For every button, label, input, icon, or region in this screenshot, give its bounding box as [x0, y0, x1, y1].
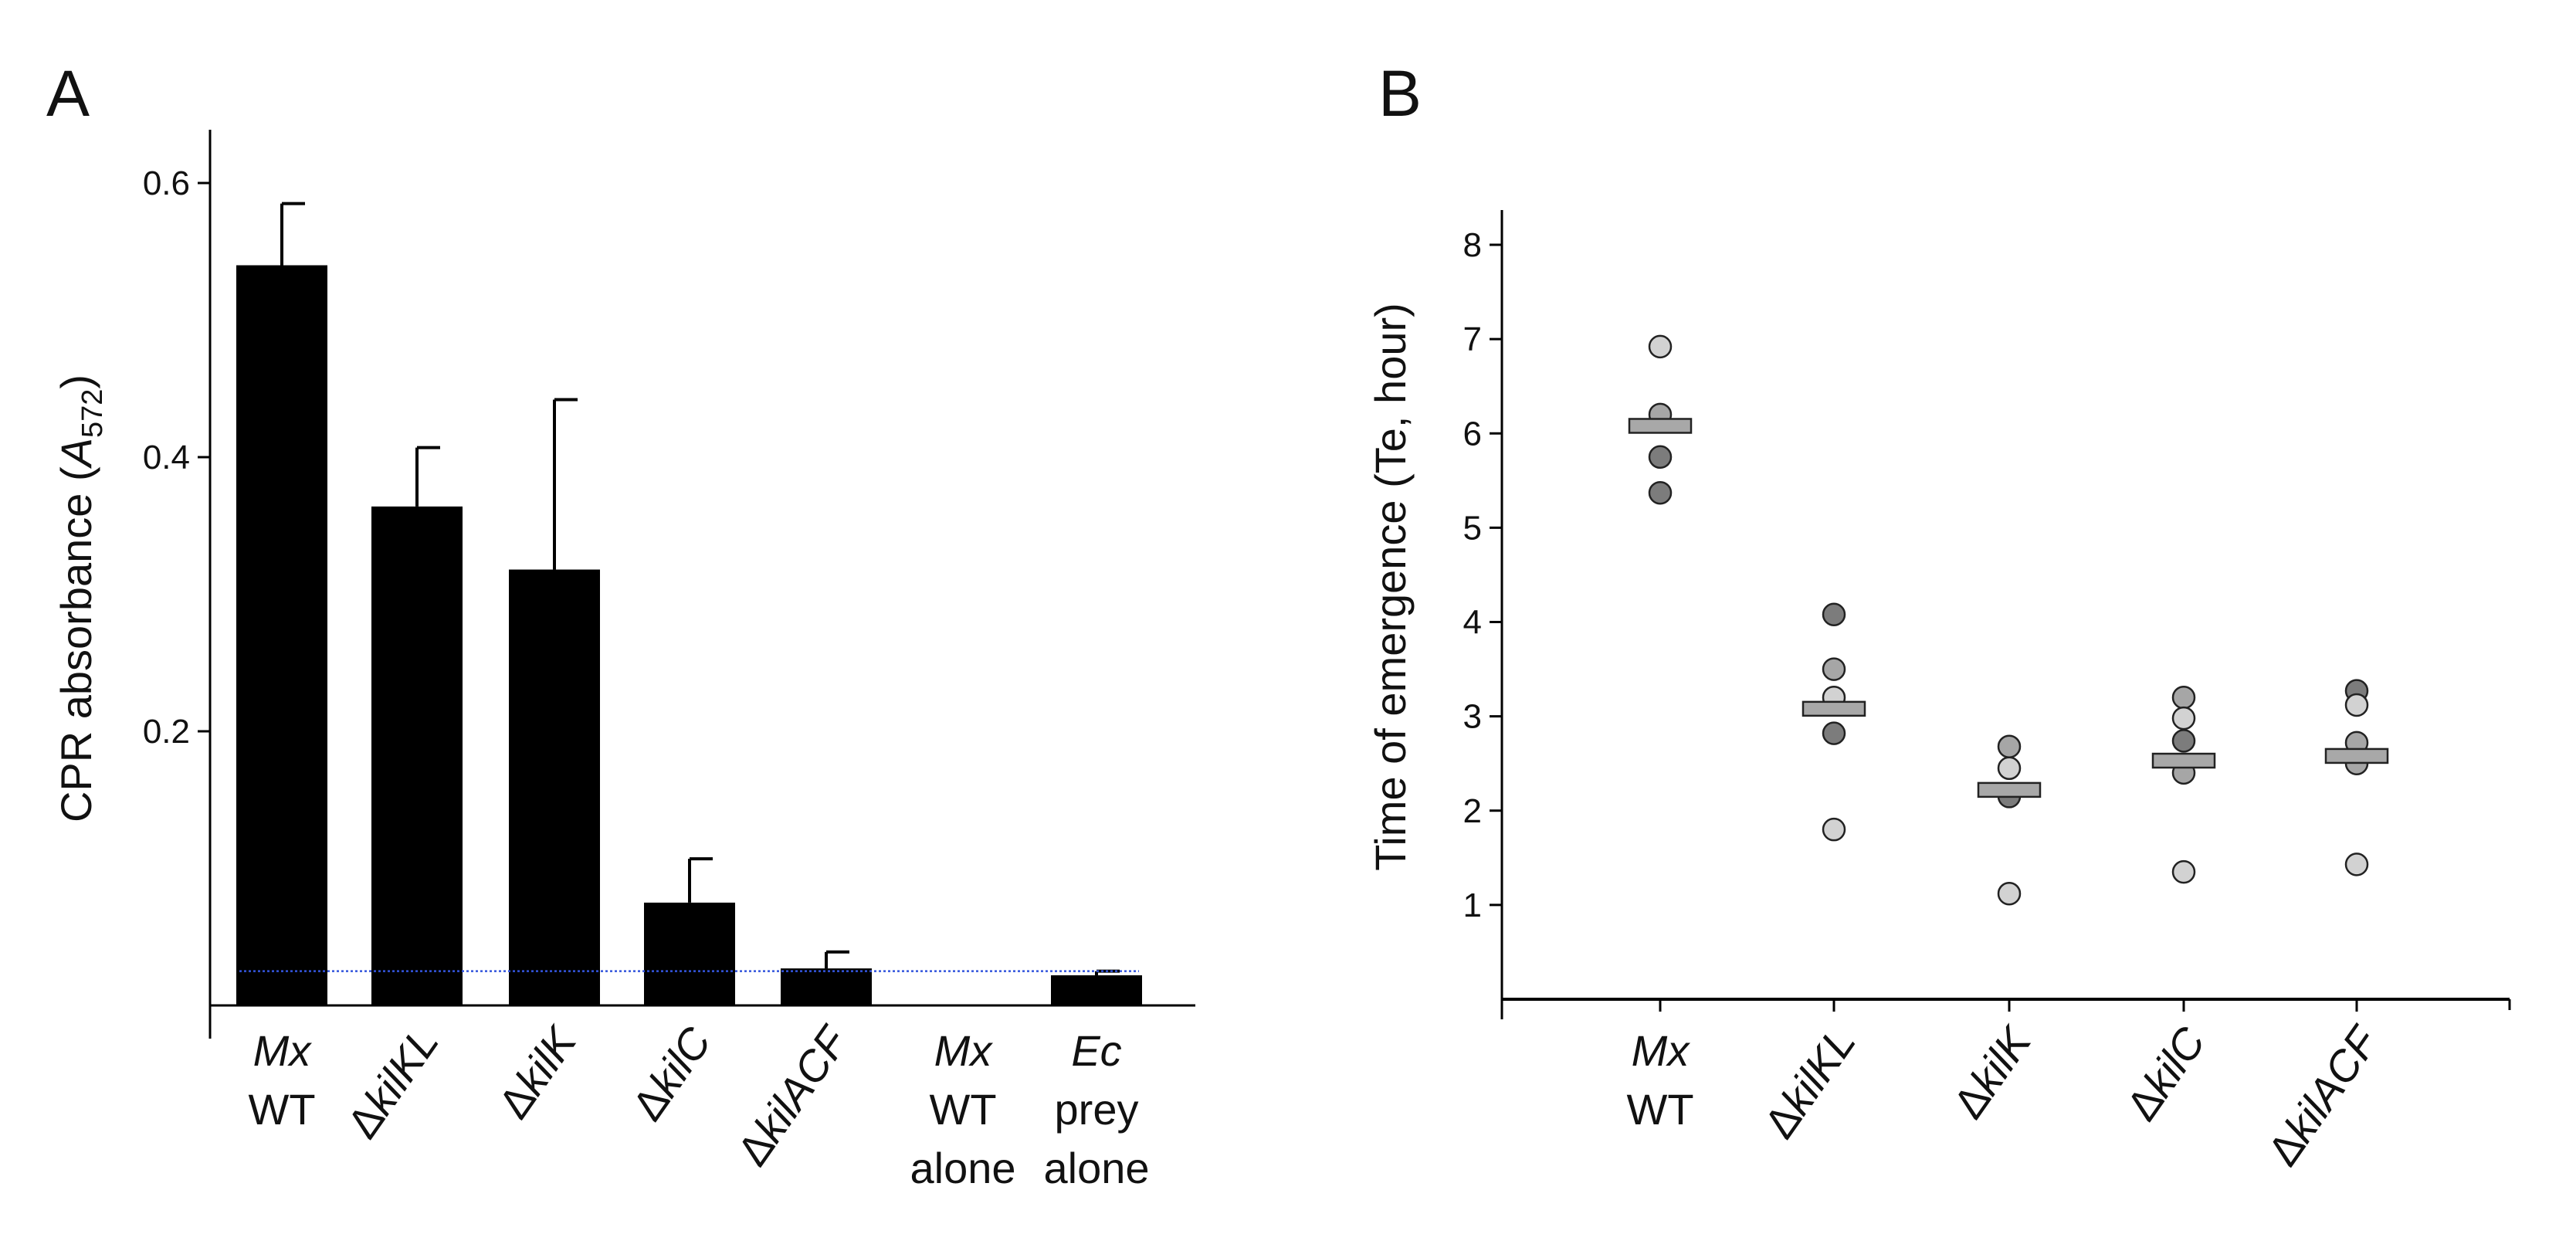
panel-b-category-0: Mx WT [1626, 1026, 1693, 1134]
panel-a-category-6-line-0: Ec [1071, 1026, 1121, 1075]
panel-a-category-6-line-1: prey [1055, 1085, 1139, 1134]
panel-a-y-axis-title-main: CPR absorbance ( [52, 466, 100, 822]
panel-b-category-2: ΔkilK [1944, 1017, 2041, 1127]
panel-a-category-0: Mx WT [248, 1026, 315, 1134]
panel-b-point-2-3 [1997, 881, 2022, 906]
panel-a-category-5: Mx WT alone [910, 1026, 1015, 1192]
panel-a-category-4-name: kilACF [744, 1016, 859, 1150]
panel-a-y-axis-title-sub: 572 [76, 389, 109, 438]
panel-a-category-0-line-1: WT [248, 1085, 315, 1134]
panel-a-category-4-text: ΔkilACF [727, 1016, 858, 1174]
panel-a-y-axis-title-var: A [52, 438, 100, 469]
panel-b-point-1-4 [1822, 817, 1846, 842]
panel-b-category-4-name: kilACF [2275, 1016, 2389, 1150]
panel-a-category-4: ΔkilACF [727, 1016, 858, 1174]
panel-b-mean-1 [1802, 700, 1866, 717]
panel-b-category-3-text: ΔkilC [2117, 1018, 2215, 1129]
panel-a-category-6: Ec prey alone [1043, 1026, 1149, 1192]
panel-a-category-5-line-2: alone [910, 1144, 1015, 1192]
panel-a-category-2: ΔkilK [489, 1017, 586, 1127]
panel-a-y-tick-label-0: 0.2 [143, 713, 190, 751]
panel-b-category-4-text: ΔkilACF [2258, 1016, 2388, 1174]
panel-b-point-2-0 [1997, 734, 2022, 758]
panel-b-point-3-2 [2171, 729, 2196, 753]
panel-a-category-5-line-1: WT [929, 1085, 996, 1134]
panel-a-category-3-text: ΔkilC [622, 1018, 720, 1129]
panel-b-mean-2 [1977, 781, 2042, 798]
panel-b-y-tick-label-5: 6 [1463, 415, 1482, 453]
panel-a-bar-2 [509, 569, 600, 1005]
panel-b-y-tick-label-3: 4 [1463, 604, 1482, 642]
panel-a-y-axis-title: CPR absorbance (A572) [52, 375, 109, 822]
panel-a-category-6-line-2: alone [1043, 1144, 1149, 1192]
panel-b-category-0-line-1: WT [1626, 1085, 1693, 1134]
panel-a-bar-1 [371, 506, 463, 1005]
panel-b-category-4: ΔkilACF [2258, 1016, 2388, 1174]
panel-a-category-5-line-0: Mx [934, 1026, 994, 1075]
panel-b-point-4-4 [2344, 853, 2369, 876]
panel-b-point-1-1 [1822, 657, 1846, 681]
panel-b-point-1-3 [1822, 721, 1846, 745]
panel-a-y-tick-label-1: 0.4 [143, 439, 190, 476]
panel-b-y-tick-label-7: 8 [1463, 226, 1482, 264]
panel-b-scatter-chart: Time of emergence (Te, hour) 1 2 3 4 5 6 7 8 Mx W… [1366, 210, 2511, 1175]
panel-letter-b: B [1378, 57, 1422, 130]
panel-b-category-1: ΔkilKL [1754, 1019, 1865, 1147]
panel-b-category-1-text: ΔkilKL [1754, 1019, 1865, 1147]
panel-b-mean-0 [1628, 418, 1693, 434]
panel-b-category-0-line-0: Mx [1632, 1026, 1691, 1075]
panel-a-y-axis-title-close: ) [52, 375, 100, 389]
panel-b-point-1-0 [1822, 602, 1846, 626]
panel-b-point-4-1 [2344, 693, 2369, 717]
panel-a-bar-6 [1051, 975, 1142, 1005]
panel-a-bar-3 [644, 902, 735, 1005]
panel-a-category-3: ΔkilC [622, 1018, 720, 1129]
panel-b-y-tick-label-1: 2 [1463, 792, 1482, 830]
panel-b-point-3-4 [2171, 859, 2196, 884]
panel-a-bar-4 [781, 968, 872, 1005]
panel-b-point-3-0 [2171, 685, 2196, 710]
panel-letter-a: A [46, 57, 90, 130]
panel-a-y-tick-label-2: 0.6 [143, 164, 190, 202]
panel-b-y-tick-label-6: 7 [1463, 320, 1482, 358]
panel-b-point-0-3 [1648, 480, 1673, 505]
panel-a-bar-0 [236, 265, 327, 1005]
panel-b-mean-3 [2151, 752, 2216, 769]
panel-b-y-tick-label-4: 5 [1463, 509, 1482, 547]
panel-b-point-3-1 [2171, 706, 2196, 731]
panel-b-y-tick-label-2: 3 [1463, 698, 1482, 736]
panel-b-y-tick-label-0: 1 [1463, 887, 1482, 924]
panel-a-category-2-text: ΔkilK [489, 1017, 586, 1127]
panel-a-category-1: ΔkilKL [337, 1019, 448, 1147]
panel-b-y-axis-title: Time of emergence (Te, hour) [1366, 303, 1415, 871]
panel-b-mean-4 [2324, 748, 2389, 764]
panel-b-point-2-1 [1997, 756, 2022, 781]
panel-a-category-1-text: ΔkilKL [337, 1019, 448, 1147]
panel-a-bar-chart: CPR absorbance (A572) 0.2 0.4 0.6 Mx WT ΔkilK… [52, 130, 1195, 1192]
panel-b-point-0-2 [1648, 445, 1673, 470]
panel-b-point-0-0 [1648, 334, 1673, 359]
panel-b-category-2-text: ΔkilK [1944, 1017, 2041, 1127]
panel-a-category-0-line-0: Mx [253, 1026, 313, 1075]
panel-b-category-3: ΔkilC [2117, 1018, 2215, 1129]
